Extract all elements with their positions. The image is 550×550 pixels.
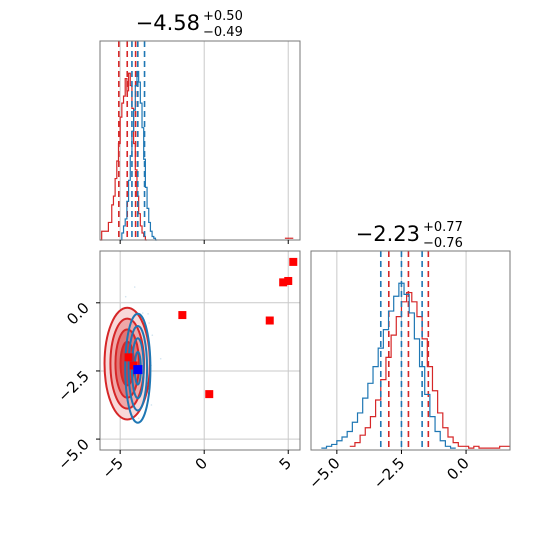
- sample-point: [124, 295, 127, 298]
- panel-frame: [99, 40, 301, 241]
- sample-point: [159, 357, 162, 360]
- sample-point: [147, 313, 149, 315]
- x-tick-label: 0.0: [443, 454, 473, 484]
- y-tick-label: 0.0: [63, 299, 93, 329]
- param1-title-upper: +0.50: [203, 9, 243, 24]
- x-tick-label: −5: [99, 454, 127, 482]
- red-marker: [289, 257, 298, 266]
- sample-point: [150, 404, 153, 406]
- blue-density-contour: [127, 324, 149, 412]
- x-tick-label: −5.0: [305, 454, 343, 492]
- sample-point: [133, 286, 136, 288]
- marginal-histogram-param2: −2.23 +0.77 −0.76 −5.0 −2.5 0.0: [305, 220, 511, 493]
- x-tick-label: −2.5: [370, 454, 408, 492]
- histogram-series-1: [321, 282, 456, 449]
- marginal-histogram-param1: −4.58 +0.50 −0.49: [99, 9, 301, 244]
- param2-title-upper: +0.77: [423, 220, 463, 235]
- sample-point: [137, 417, 140, 420]
- red-marker: [124, 353, 133, 362]
- blue-marker: [133, 365, 143, 375]
- red-marker: [284, 276, 293, 285]
- red-marker: [178, 311, 187, 320]
- histogram-series-0: [349, 291, 510, 449]
- histogram-series-0: [100, 72, 148, 241]
- sample-point: [151, 334, 154, 336]
- y-tick-label: −2.5: [54, 367, 92, 405]
- red-marker: [205, 390, 214, 399]
- param2-title-main: −2.23: [356, 222, 420, 246]
- red-marker: [265, 316, 274, 325]
- red-marker: [279, 278, 288, 287]
- sample-point: [148, 322, 150, 324]
- panel-frame: [99, 250, 301, 451]
- param1-title-main: −4.58: [136, 11, 200, 35]
- joint-scatter-panel: −5 0 5 0.0 −2.5 −5.0: [54, 250, 301, 482]
- sample-point: [141, 312, 144, 314]
- panel-frame: [310, 250, 511, 451]
- histogram-series-1: [120, 70, 158, 241]
- param2-title-lower: −0.76: [423, 236, 463, 251]
- x-tick-label: 5: [276, 454, 295, 473]
- param1-title-lower: −0.49: [203, 25, 243, 40]
- blue-density-contour: [124, 312, 152, 424]
- x-tick-label: 0: [192, 454, 211, 473]
- y-tick-label: −5.0: [54, 435, 92, 473]
